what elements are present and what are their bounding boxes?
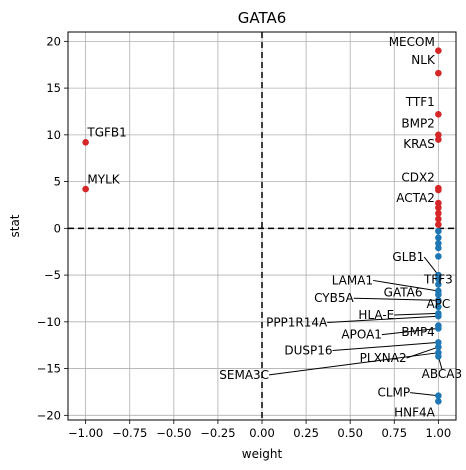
data-point [435, 47, 442, 54]
data-point [435, 253, 442, 260]
annotation-connector [394, 312, 439, 316]
data-point [435, 297, 442, 304]
x-tick-label: −0.75 [112, 426, 147, 440]
y-axis-ticks: −20 −15 −10 −5 0 5 10 15 20 [37, 34, 68, 422]
x-tick-label: 0.25 [293, 426, 319, 440]
x-axis-label: weight [242, 447, 283, 461]
data-point [435, 239, 442, 247]
data-point [435, 244, 442, 252]
point-label: TGFB1 [86, 126, 126, 140]
point-label: GLB1 [392, 250, 424, 264]
data-point [435, 291, 442, 299]
annotation-connector [381, 327, 439, 336]
y-tick-label: −20 [37, 408, 61, 422]
y-tick-label: 0 [54, 221, 61, 235]
data-point [435, 199, 442, 207]
point-label: ABCA3 [422, 367, 462, 381]
annotation-connectors [268, 256, 443, 397]
data-point [435, 221, 442, 228]
point-label: LAMA1 [332, 273, 373, 287]
y-tick-label: 20 [46, 34, 61, 48]
point-label: GATA6 [384, 286, 423, 300]
data-point [82, 185, 89, 193]
point-label: CLMP [377, 386, 410, 400]
x-tick-label: −0.25 [200, 426, 235, 440]
point-label: KRAS [403, 137, 435, 151]
point-annotations: TGFB1 MYLK MECOM NLK TTF1 BMP2 KRAS CDX2 ACTA2 GL… [86, 35, 462, 419]
y-tick-label: −10 [37, 315, 61, 329]
point-label: MECOM [389, 35, 435, 49]
data-point [435, 353, 442, 360]
data-point [82, 139, 89, 146]
point-label: CYB5A [314, 291, 354, 305]
data-point [435, 204, 442, 212]
data-point [435, 392, 442, 399]
point-label: NLK [411, 53, 436, 67]
point-label: SEMA3C [219, 368, 269, 382]
y-tick-label: −5 [44, 268, 61, 282]
x-tick-label: −1.00 [68, 426, 103, 440]
point-label: DUSP16 [284, 344, 332, 358]
data-point [435, 339, 442, 346]
data-point [435, 343, 442, 351]
data-point [435, 312, 442, 320]
data-point [435, 325, 442, 332]
y-tick-label: 5 [54, 175, 61, 189]
data-point [435, 136, 442, 143]
data-point [435, 69, 442, 77]
data-point [435, 398, 442, 405]
point-label: TTF1 [405, 95, 435, 109]
annotation-connector [410, 392, 439, 397]
data-point [435, 227, 442, 235]
x-tick-label: 0.75 [381, 426, 407, 440]
x-tick-label: 0.00 [249, 426, 275, 440]
point-label: ACTA2 [396, 191, 435, 205]
annotation-connector [423, 256, 439, 276]
point-label: APOA1 [341, 328, 382, 342]
point-label: TFF3 [423, 272, 453, 286]
x-axis-ticks: −1.00 −0.75 −0.50 −0.25 0.00 0.25 0.50 0.75 1.00 [68, 420, 451, 440]
chart-title: GATA6 [238, 9, 287, 27]
point-label: HNF4A [394, 405, 436, 419]
data-point [435, 215, 442, 223]
data-point [435, 186, 442, 194]
data-point [435, 303, 442, 311]
annotation-connector [373, 279, 439, 292]
y-tick-label: 10 [46, 128, 61, 142]
data-point [435, 281, 442, 288]
point-label: BMP2 [401, 116, 434, 130]
point-label: APC [426, 297, 450, 311]
x-tick-label: −0.50 [156, 426, 191, 440]
annotation-connector [332, 341, 439, 352]
data-point [435, 131, 442, 139]
annotation-connector [268, 352, 439, 376]
y-tick-label: −15 [37, 362, 61, 376]
annotation-connector [353, 297, 439, 301]
data-point [435, 275, 442, 283]
y-axis-label: stat [8, 214, 22, 237]
data-point [435, 210, 442, 217]
point-label: MYLK [87, 172, 120, 186]
y-tick-label: 15 [46, 81, 61, 95]
point-label: PLXNA2 [360, 351, 407, 365]
data-points [82, 47, 442, 405]
data-point [435, 110, 442, 118]
annotation-connector [327, 315, 439, 324]
x-tick-label: 0.50 [337, 426, 363, 440]
reference-lines [68, 32, 456, 420]
point-label: BMP4 [401, 325, 434, 339]
x-tick-label: 1.00 [426, 426, 452, 440]
point-label: HLA-E [358, 308, 394, 322]
point-label: CDX2 [401, 171, 434, 185]
data-point [435, 234, 442, 241]
point-label: PPP1R14A [266, 316, 328, 330]
